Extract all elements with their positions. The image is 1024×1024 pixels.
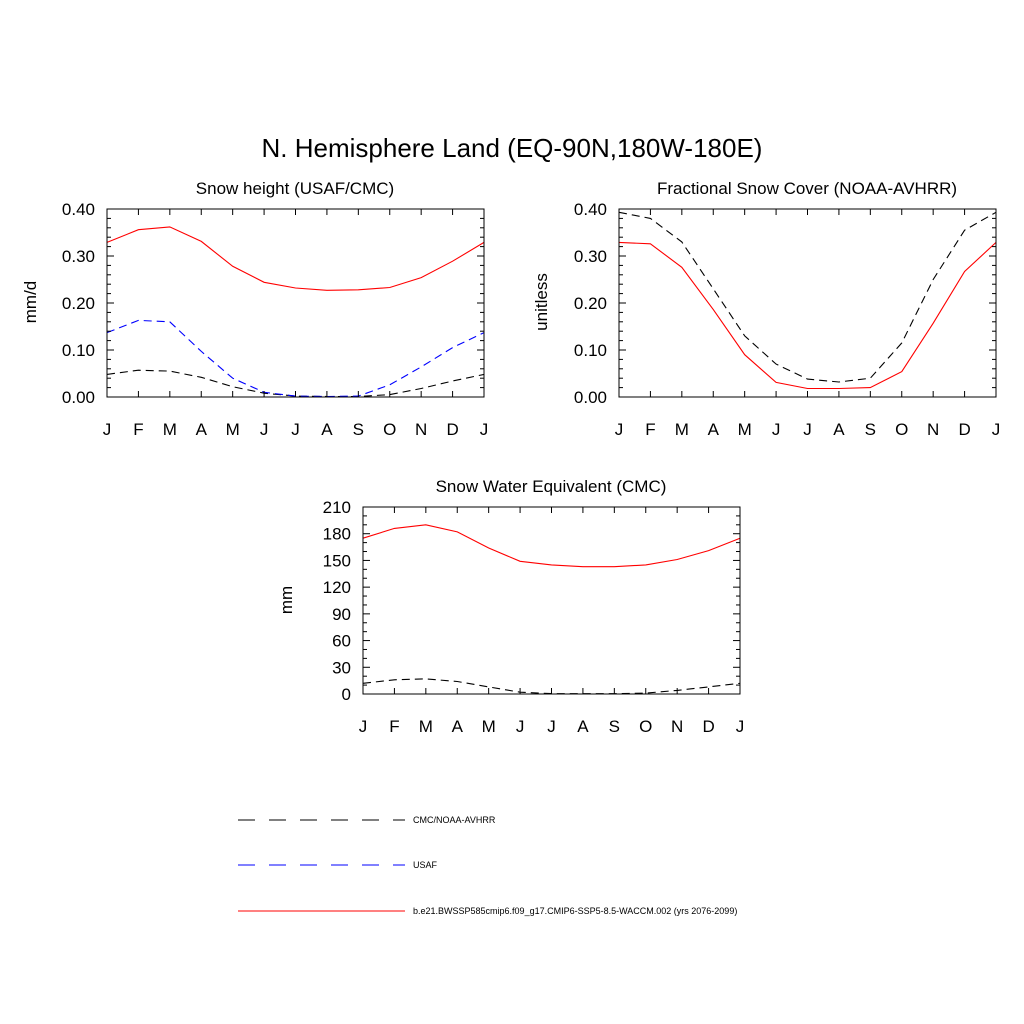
y-tick-label: 0.20 [62,294,95,313]
series-line-1 [618,241,997,390]
y-tick-label: 60 [332,632,351,651]
x-tick-label: M [738,420,752,439]
legend-label-usaf: USAF [413,860,438,870]
x-tick-label: F [645,420,655,439]
panel-title: Fractional Snow Cover (NOAA-AVHRR) [657,179,957,198]
panel-title: Snow height (USAF/CMC) [196,179,394,198]
x-tick-label: A [196,420,208,439]
x-tick-label: S [865,420,876,439]
y-tick-label: 210 [323,498,351,517]
y-tick-label: 0.10 [62,341,95,360]
x-tick-label: J [736,717,745,736]
y-axis-label: unitless [532,273,551,331]
x-tick-label: S [353,420,364,439]
series-line-0 [106,369,485,398]
y-tick-label: 0.00 [62,388,95,407]
panel-fractional-snow-cover: Fractional Snow Cover (NOAA-AVHRR) unitl… [532,179,1000,439]
y-tick-label: 0.30 [574,247,607,266]
x-tick-label: J [103,420,112,439]
y-tick-label: 30 [332,658,351,677]
y-tick-label: 120 [323,578,351,597]
series-line-1 [362,524,741,568]
x-tick-label: M [163,420,177,439]
x-tick-label: J [772,420,781,439]
x-tick-label: N [927,420,939,439]
y-tick-label: 0.40 [62,200,95,219]
legend-label-model: b.e21.BWSSP585cmip6.f09_g17.CMIP6-SSP5-8… [413,906,737,916]
x-tick-label: F [133,420,143,439]
plot-frame [618,208,997,398]
x-tick-label: J [480,420,489,439]
y-tick-label: 0 [342,685,351,704]
x-tick-label: N [415,420,427,439]
plot-frame [106,208,485,398]
x-tick-label: D [446,420,458,439]
y-axis-label: mm/d [21,281,40,324]
series-line-2 [106,226,485,291]
x-tick-label: A [321,420,333,439]
y-tick-label: 90 [332,605,351,624]
y-tick-label: 150 [323,551,351,570]
x-tick-label: D [702,717,714,736]
x-tick-label: A [708,420,720,439]
y-tick-label: 180 [323,525,351,544]
y-tick-label: 0.10 [574,341,607,360]
legend: CMC/NOAA-AVHRR USAF b.e21.BWSSP585cmip6.… [238,815,737,916]
x-tick-label: F [389,717,399,736]
x-tick-label: J [547,717,556,736]
x-tick-label: O [383,420,396,439]
x-tick-label: D [958,420,970,439]
x-tick-label: A [833,420,845,439]
x-tick-label: M [675,420,689,439]
y-tick-label: 0.00 [574,388,607,407]
series-line-1 [106,319,485,398]
y-tick-label: 0.30 [62,247,95,266]
x-tick-label: J [803,420,812,439]
x-tick-label: A [577,717,589,736]
x-tick-label: S [609,717,620,736]
x-tick-label: M [482,717,496,736]
x-tick-label: O [639,717,652,736]
figure-title: N. Hemisphere Land (EQ-90N,180W-180E) [262,133,763,163]
y-axis-label: mm [277,586,296,614]
x-tick-label: N [671,717,683,736]
x-tick-label: J [516,717,525,736]
y-tick-label: 0.20 [574,294,607,313]
x-tick-label: M [419,717,433,736]
x-tick-label: M [226,420,240,439]
panel-title: Snow Water Equivalent (CMC) [436,477,667,496]
x-tick-label: J [260,420,269,439]
x-tick-label: J [291,420,300,439]
x-tick-label: O [895,420,908,439]
x-tick-label: J [992,420,1001,439]
series-line-0 [618,211,997,383]
x-tick-label: A [452,717,464,736]
y-tick-label: 0.40 [574,200,607,219]
x-tick-label: J [615,420,624,439]
plot-frame [362,506,741,695]
x-tick-label: J [359,717,368,736]
legend-label-obs: CMC/NOAA-AVHRR [413,815,496,825]
